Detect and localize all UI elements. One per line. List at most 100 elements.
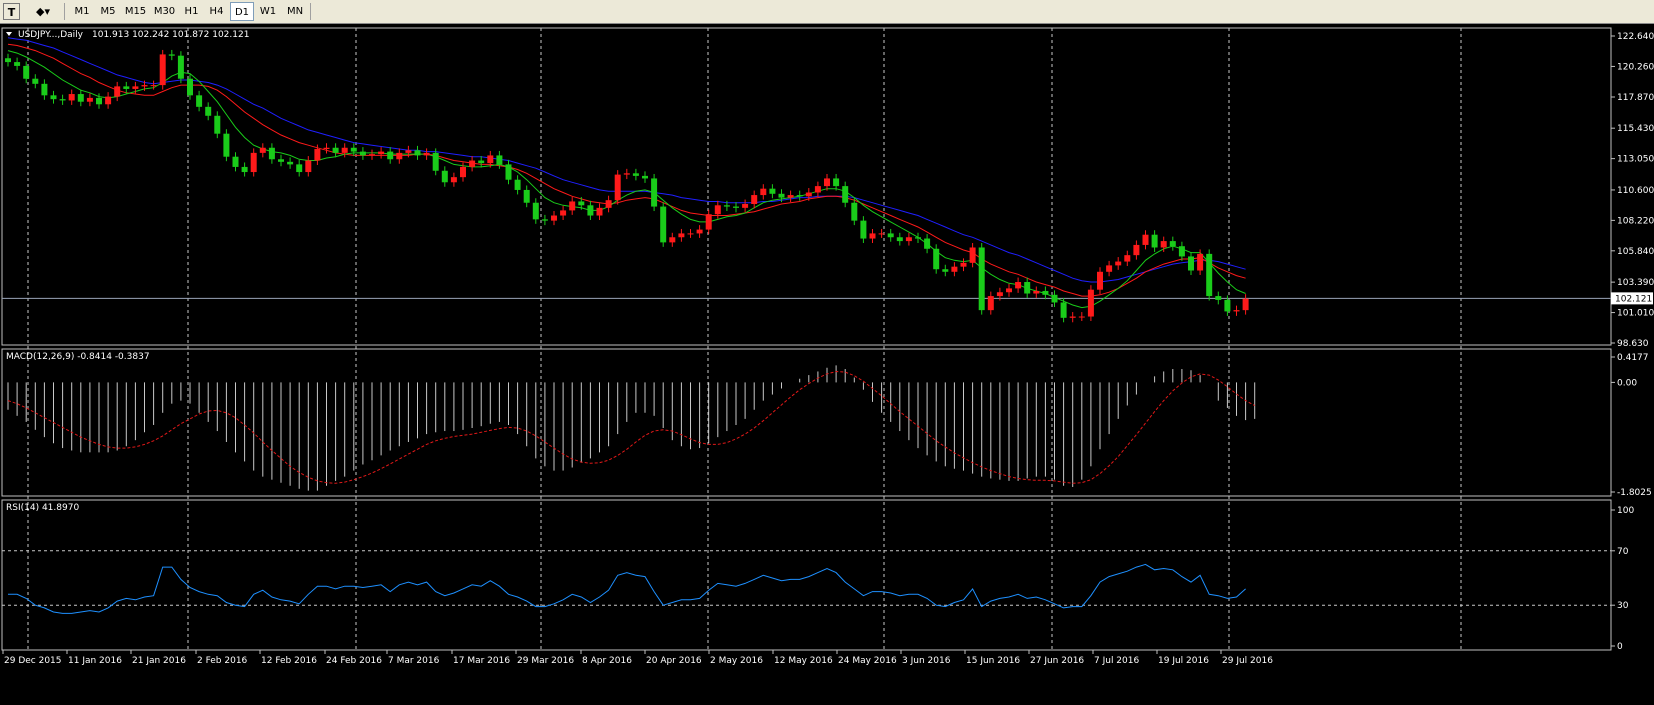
candle-body	[23, 65, 30, 79]
date-axis-tick-label: 11 Jan 2016	[68, 656, 122, 666]
candle-body	[187, 78, 193, 96]
candle-body	[314, 149, 321, 161]
timeframe-h4-button[interactable]: H4	[209, 6, 224, 17]
candle-body	[141, 85, 148, 87]
candle-body	[978, 247, 985, 311]
macd-pane[interactable]	[7, 365, 1256, 491]
timeframe-mn-button[interactable]: MN	[286, 6, 304, 17]
timeframe-h1-button[interactable]: H1	[184, 6, 199, 17]
price-pane[interactable]	[5, 37, 1249, 323]
candle-body	[278, 159, 284, 162]
candle-body	[723, 205, 730, 207]
price-axis-tick-label: 110.600	[1617, 186, 1654, 196]
macd-axis-tick-label: 0.4177	[1617, 353, 1649, 363]
candle-body	[623, 173, 630, 175]
candle-body	[733, 206, 739, 208]
candle-body	[687, 233, 694, 235]
macd-axis-tick-label: 0.00	[1617, 378, 1637, 388]
candle-body	[742, 204, 749, 208]
candle-body	[441, 170, 448, 183]
candle-body	[232, 156, 239, 167]
candle-body	[669, 237, 676, 243]
candle-body	[532, 202, 539, 220]
candle-body	[751, 195, 758, 205]
price-pane-border	[1, 27, 1612, 346]
candle-body	[14, 62, 21, 66]
candle-body	[359, 151, 366, 156]
candle-body	[642, 175, 648, 179]
chart-background	[0, 24, 1654, 705]
candle-body	[1087, 289, 1094, 317]
candle-body	[1142, 234, 1149, 245]
price-axis-tick-label: 105.840	[1617, 247, 1654, 257]
candle-body	[168, 54, 175, 56]
date-axis-tick-label: 17 Mar 2016	[453, 656, 510, 666]
candle-body	[1169, 241, 1176, 247]
candle-body	[387, 151, 394, 160]
timeframe-d1-button[interactable]: D1	[230, 2, 254, 21]
price-axis-tick-label: 117.870	[1617, 93, 1654, 103]
candle-body	[96, 97, 102, 105]
candle-body	[569, 201, 576, 211]
rsi-label: RSI(14) 41.8970	[6, 503, 79, 513]
candle-body	[259, 147, 266, 153]
candle-body	[1051, 294, 1058, 303]
candle-body	[760, 188, 767, 196]
candle-body	[396, 152, 403, 160]
candle-body	[196, 95, 203, 107]
price-chart-title: USDJPY...,Daily	[18, 30, 84, 40]
rsi-line	[8, 563, 1246, 614]
text-tool-icon[interactable]: T	[3, 3, 20, 20]
chart-menu-icon	[6, 32, 12, 36]
candle-body	[478, 160, 485, 164]
candle-body	[842, 186, 849, 203]
candle-body	[86, 97, 93, 102]
candle-body	[378, 151, 385, 155]
candle-body	[523, 189, 530, 203]
date-axis-tick-label: 27 Jun 2016	[1030, 656, 1084, 666]
current-price-label: 102.121	[1615, 294, 1652, 304]
candle-body	[541, 219, 548, 221]
candle-body	[1133, 244, 1140, 256]
date-axis-tick-label: 2 May 2016	[710, 656, 763, 666]
timeframe-w1-button[interactable]: W1	[259, 6, 277, 17]
date-axis-tick-label: 2 Feb 2016	[197, 656, 248, 666]
candle-body	[660, 206, 667, 243]
candle-body	[223, 133, 230, 157]
candle-body	[496, 155, 503, 165]
price-axis-tick-label: 98.630	[1617, 339, 1649, 349]
rsi-pane[interactable]	[2, 550, 1611, 614]
candle-body	[132, 86, 139, 89]
moving-average-red	[7, 43, 1246, 297]
candle-body	[1097, 271, 1103, 290]
timeframe-m5-button[interactable]: M5	[100, 6, 116, 17]
candle-body	[596, 207, 603, 216]
candle-body	[1242, 298, 1249, 311]
timeframe-m1-button[interactable]: M1	[74, 6, 90, 17]
candle-body	[614, 174, 621, 201]
macd-label: MACD(12,26,9) -0.8414 -0.3837	[6, 352, 150, 362]
toolbar: T ◆▾ M1 M5 M15 M30 H1 H4 D1 W1 MN	[0, 0, 1654, 24]
macd-pane-border	[1, 348, 1612, 497]
candle-body	[1069, 316, 1076, 318]
candle-body	[796, 195, 803, 197]
candle-body	[1124, 255, 1131, 262]
candle-body	[296, 164, 303, 173]
timeframe-m30-button[interactable]: M30	[153, 6, 176, 17]
shapes-dropdown-icon[interactable]: ◆▾	[36, 5, 50, 18]
candle-body	[1188, 256, 1194, 271]
timeframe-m15-button[interactable]: M15	[124, 6, 147, 17]
candle-body	[587, 205, 594, 216]
candle-body	[1233, 310, 1240, 312]
candle-body	[705, 214, 712, 230]
candle-body	[1224, 299, 1231, 312]
candle-body	[1024, 282, 1031, 294]
price-axis-tick-label: 113.050	[1617, 155, 1654, 165]
price-axis-tick-label: 120.260	[1617, 62, 1654, 72]
date-axis-tick-label: 24 May 2016	[838, 656, 897, 666]
candle-body	[833, 178, 840, 187]
candle-body	[405, 150, 412, 153]
date-axis-tick-label: 8 Apr 2016	[582, 656, 632, 666]
date-axis-tick-label: 29 Mar 2016	[517, 656, 574, 666]
macd-signal-line	[7, 370, 1255, 484]
